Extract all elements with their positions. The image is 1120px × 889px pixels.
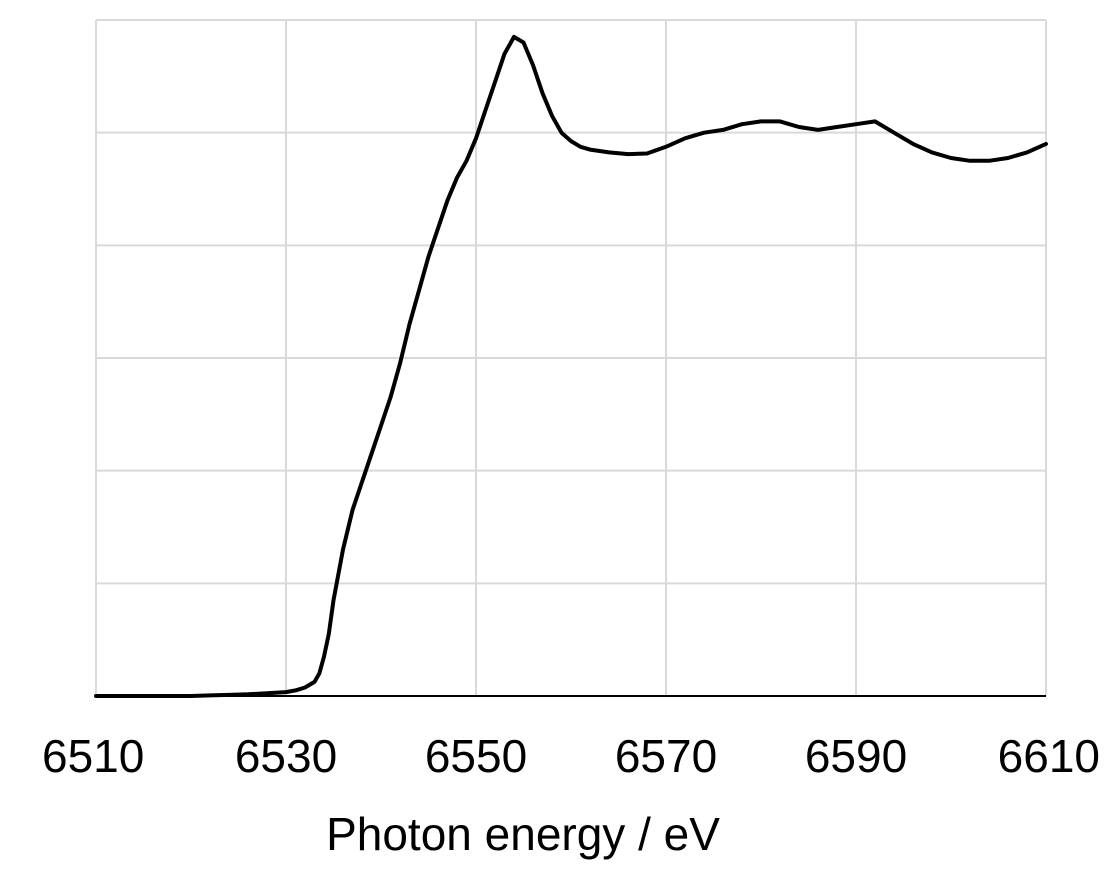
x-tick-labels: 6510 6530 6550 6570 6590 6610	[42, 730, 1100, 782]
x-tick-label: 6590	[805, 730, 907, 782]
horizontal-gridlines	[96, 19, 1046, 585]
series-line	[94, 34, 1048, 698]
x-tick-label: 6550	[425, 730, 527, 782]
x-tick-label: 6570	[615, 730, 717, 782]
x-tick-label: 6510	[42, 730, 144, 782]
x-tick-label: 6530	[235, 730, 337, 782]
x-axis-title: Photon energy / eV	[326, 808, 720, 860]
x-tick-label: 6610	[998, 730, 1100, 782]
